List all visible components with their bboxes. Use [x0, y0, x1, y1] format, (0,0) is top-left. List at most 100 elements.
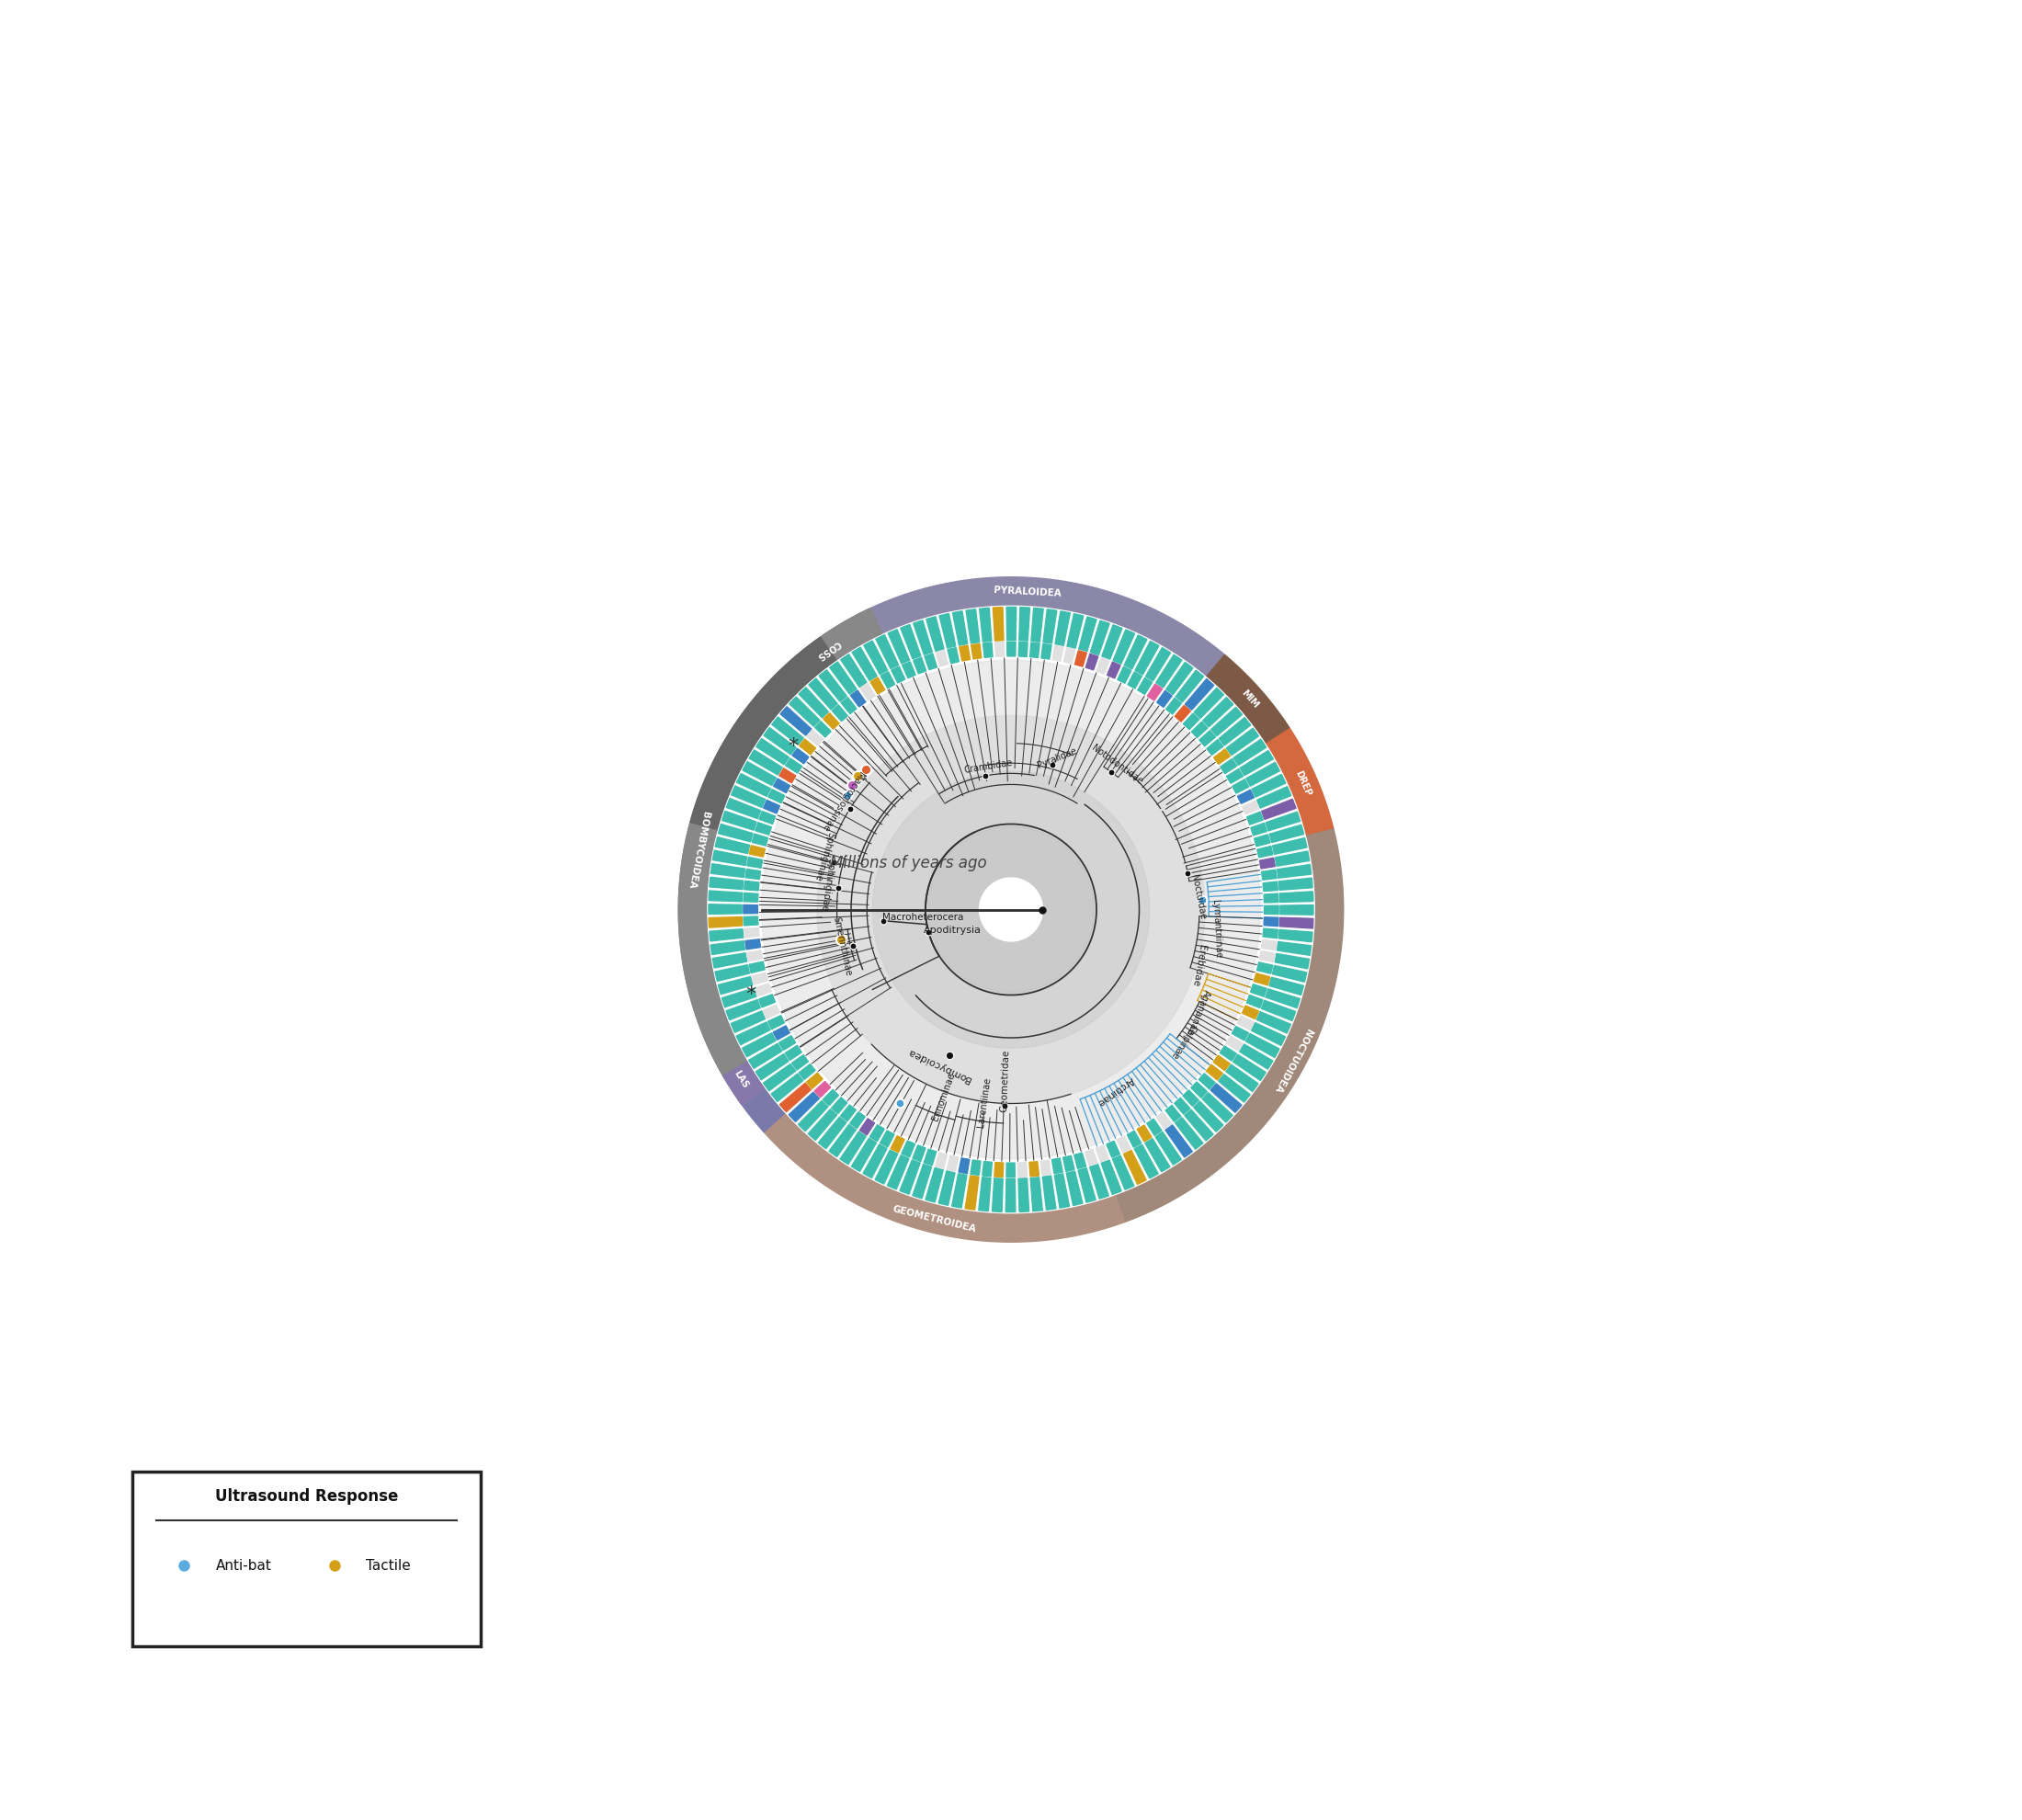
Text: Arctiinae: Arctiinae	[1096, 1074, 1136, 1107]
Text: Pyralidae: Pyralidae	[1035, 746, 1078, 770]
Polygon shape	[952, 612, 969, 646]
Polygon shape	[754, 985, 770, 996]
Polygon shape	[1090, 1165, 1108, 1199]
Polygon shape	[1185, 679, 1213, 710]
Polygon shape	[732, 786, 766, 808]
Text: Larentiinae: Larentiinae	[977, 1076, 993, 1128]
Polygon shape	[744, 928, 758, 937]
Polygon shape	[831, 1097, 847, 1114]
Polygon shape	[785, 759, 803, 774]
Polygon shape	[758, 996, 774, 1008]
Polygon shape	[1266, 730, 1335, 837]
Polygon shape	[1260, 952, 1276, 963]
Polygon shape	[1165, 1125, 1193, 1158]
Polygon shape	[1191, 1083, 1207, 1097]
Polygon shape	[762, 1065, 795, 1092]
Polygon shape	[851, 692, 865, 708]
Polygon shape	[1239, 752, 1274, 775]
Polygon shape	[1019, 1179, 1029, 1212]
Polygon shape	[710, 892, 742, 903]
Polygon shape	[1195, 688, 1223, 719]
Polygon shape	[964, 1176, 979, 1210]
Polygon shape	[1227, 728, 1260, 755]
Text: LAS: LAS	[732, 1068, 750, 1090]
Polygon shape	[1199, 732, 1215, 746]
Polygon shape	[829, 662, 857, 695]
Polygon shape	[1116, 1136, 1130, 1152]
Polygon shape	[967, 610, 979, 644]
Polygon shape	[1157, 655, 1183, 688]
Polygon shape	[1175, 706, 1191, 723]
Polygon shape	[1064, 648, 1076, 664]
Polygon shape	[888, 1156, 910, 1190]
Polygon shape	[1126, 1132, 1140, 1148]
Polygon shape	[724, 1063, 764, 1105]
Polygon shape	[1102, 1161, 1122, 1194]
Polygon shape	[756, 823, 772, 835]
Polygon shape	[1264, 917, 1278, 926]
Polygon shape	[1278, 930, 1312, 943]
Polygon shape	[1007, 642, 1015, 657]
Polygon shape	[936, 1152, 946, 1168]
Polygon shape	[1128, 673, 1142, 690]
Polygon shape	[1219, 1074, 1250, 1103]
Polygon shape	[1055, 612, 1070, 646]
Text: Macroheterocera: Macroheterocera	[882, 912, 962, 921]
Polygon shape	[1270, 977, 1304, 996]
Polygon shape	[958, 1158, 969, 1174]
Polygon shape	[1276, 852, 1310, 866]
Polygon shape	[841, 655, 867, 688]
Polygon shape	[710, 930, 744, 941]
Text: Lymantriinae: Lymantriinae	[1211, 899, 1223, 957]
Polygon shape	[971, 644, 981, 659]
Polygon shape	[926, 1168, 942, 1203]
Polygon shape	[1019, 608, 1029, 641]
Polygon shape	[815, 1081, 831, 1097]
Polygon shape	[892, 1136, 904, 1152]
Polygon shape	[1118, 668, 1130, 684]
Polygon shape	[924, 653, 936, 670]
Text: BOMBYCOIDEA: BOMBYCOIDEA	[685, 810, 710, 888]
Polygon shape	[679, 675, 795, 1034]
Polygon shape	[851, 648, 878, 681]
Polygon shape	[1053, 1174, 1070, 1208]
Polygon shape	[1266, 990, 1300, 1008]
Polygon shape	[1213, 750, 1229, 764]
Polygon shape	[1276, 954, 1310, 970]
Polygon shape	[869, 679, 886, 695]
Polygon shape	[1116, 830, 1343, 1223]
Polygon shape	[1144, 1139, 1171, 1172]
Polygon shape	[823, 713, 839, 730]
Polygon shape	[1066, 1172, 1082, 1207]
Polygon shape	[1213, 1056, 1229, 1070]
Polygon shape	[979, 1178, 991, 1212]
Text: GEOMETROIDEA: GEOMETROIDEA	[892, 1205, 977, 1234]
Polygon shape	[807, 1074, 823, 1088]
Polygon shape	[736, 1023, 770, 1045]
Polygon shape	[744, 917, 758, 926]
Polygon shape	[876, 635, 898, 670]
Polygon shape	[768, 1016, 785, 1030]
Polygon shape	[1183, 1090, 1199, 1107]
Polygon shape	[936, 652, 948, 666]
Polygon shape	[1157, 692, 1173, 708]
Polygon shape	[1136, 1125, 1153, 1141]
Polygon shape	[746, 950, 762, 961]
Polygon shape	[888, 630, 910, 664]
Polygon shape	[1207, 741, 1223, 755]
Polygon shape	[1252, 824, 1268, 835]
Polygon shape	[926, 617, 944, 652]
Polygon shape	[1146, 1119, 1163, 1136]
Polygon shape	[1278, 943, 1310, 956]
Polygon shape	[815, 723, 831, 737]
Text: Anti-bat: Anti-bat	[216, 1558, 271, 1572]
Polygon shape	[1211, 708, 1242, 737]
Polygon shape	[744, 894, 758, 903]
FancyBboxPatch shape	[131, 1472, 481, 1645]
Polygon shape	[1237, 790, 1254, 804]
Text: Tactile: Tactile	[366, 1558, 410, 1572]
Polygon shape	[900, 1159, 920, 1194]
Polygon shape	[1239, 1045, 1274, 1070]
Polygon shape	[831, 706, 847, 723]
Polygon shape	[789, 1092, 819, 1123]
